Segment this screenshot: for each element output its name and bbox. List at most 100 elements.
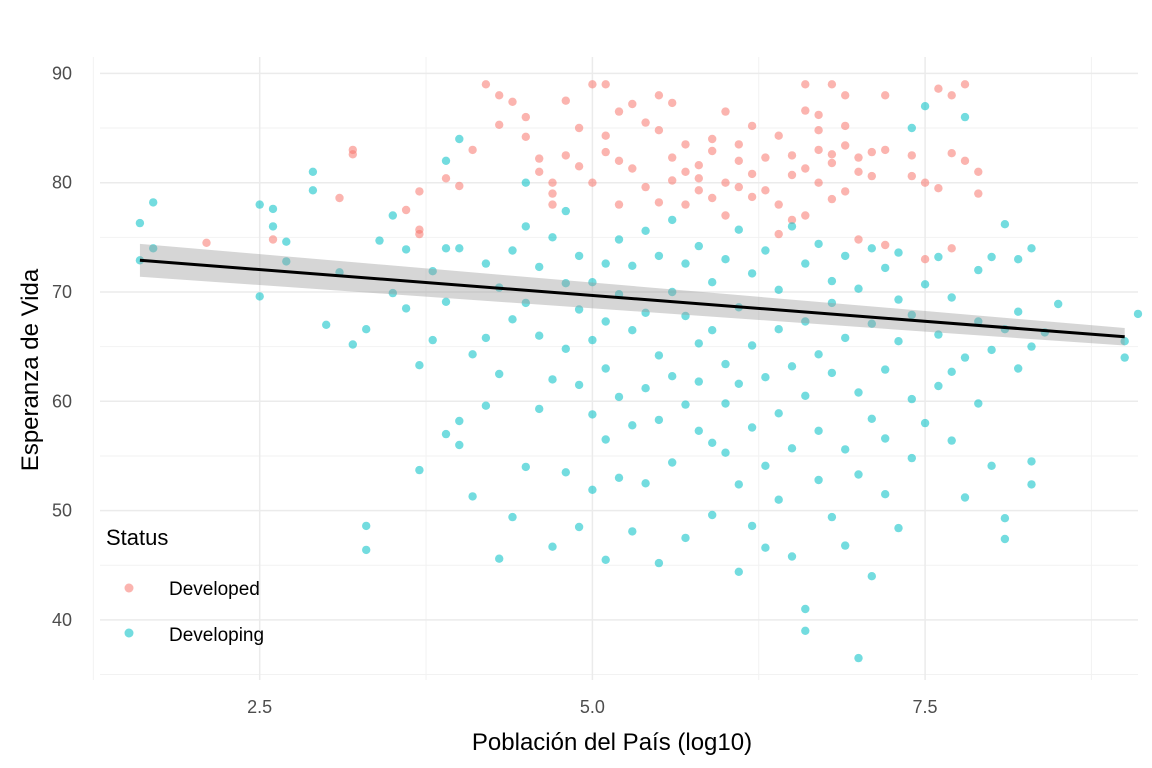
data-point-developing	[654, 351, 664, 360]
data-point-developed	[694, 186, 703, 195]
data-point-developed	[495, 91, 504, 100]
data-point-developing	[481, 401, 491, 410]
data-point-developed	[841, 91, 850, 100]
data-point-developed	[614, 200, 624, 209]
data-point-developed	[734, 156, 743, 165]
data-point-developing	[708, 510, 717, 520]
data-point-developing	[348, 340, 357, 349]
data-point-developing	[681, 400, 690, 409]
data-point-developing	[362, 521, 371, 531]
data-point-developing	[774, 325, 783, 334]
data-point-developing	[135, 256, 145, 265]
data-point-developed	[867, 147, 876, 157]
data-point-developed	[415, 187, 424, 196]
data-point-developed	[441, 174, 451, 183]
data-point-developing	[681, 311, 690, 321]
data-point-developing	[814, 426, 823, 435]
data-point-developing	[761, 373, 770, 382]
y-tick-label: 50	[52, 501, 72, 521]
data-point-developing	[654, 251, 664, 261]
data-point-developed	[947, 244, 956, 253]
data-point-developed	[202, 238, 211, 247]
y-tick-label: 40	[52, 610, 72, 630]
data-point-developed	[774, 229, 783, 239]
data-point-developing	[282, 257, 291, 266]
data-point-developed	[841, 187, 850, 196]
data-point-developing	[535, 331, 544, 340]
data-point-developed	[721, 211, 730, 220]
legend-title: Status	[106, 525, 168, 550]
data-point-developing	[841, 445, 850, 454]
data-point-developing	[747, 521, 757, 531]
data-point-developed	[761, 153, 770, 162]
data-point-developing	[854, 470, 863, 479]
x-tick-label: 7.5	[913, 697, 938, 717]
data-point-developing	[441, 429, 451, 439]
data-point-developing	[521, 222, 530, 231]
data-point-developing	[135, 218, 145, 228]
data-point-developed	[348, 150, 357, 159]
data-point-developing	[934, 381, 943, 391]
data-point-developed	[974, 189, 983, 198]
data-point-developing	[907, 453, 916, 463]
data-point-developed	[827, 194, 837, 204]
data-point-developed	[801, 106, 810, 115]
data-point-developing	[441, 156, 451, 165]
data-point-developing	[149, 198, 158, 207]
data-point-developing	[521, 298, 530, 308]
data-point-developed	[907, 151, 916, 160]
data-point-developing	[468, 492, 477, 501]
data-point-developed	[814, 178, 823, 187]
data-point-developed	[681, 167, 690, 176]
data-point-developing	[787, 444, 797, 453]
data-point-developing	[641, 226, 650, 235]
data-point-developed	[601, 80, 610, 89]
data-point-developed	[841, 141, 850, 150]
data-point-developing	[668, 215, 677, 225]
data-point-developing	[841, 333, 850, 343]
data-point-developing	[282, 237, 291, 246]
data-point-developing	[734, 567, 743, 576]
data-point-developing	[761, 461, 770, 470]
data-point-developing	[401, 245, 411, 254]
data-point-developed	[814, 126, 823, 135]
data-point-developing	[894, 337, 903, 346]
data-point-developing	[881, 490, 890, 499]
data-point-developing	[747, 423, 757, 432]
data-point-developing	[708, 438, 717, 447]
data-point-developing	[734, 379, 743, 388]
data-point-developed	[694, 174, 703, 183]
data-point-developed	[721, 107, 730, 116]
data-point-developing	[601, 555, 610, 564]
data-point-developing	[694, 377, 703, 386]
data-point-developing	[1027, 480, 1036, 489]
data-point-developing	[628, 527, 637, 536]
data-point-developing	[708, 278, 717, 287]
data-point-developed	[708, 193, 717, 203]
data-point-developed	[455, 181, 464, 191]
data-point-developing	[708, 326, 717, 335]
data-point-developed	[787, 215, 797, 225]
data-point-developed	[628, 99, 637, 109]
data-point-developing	[721, 448, 730, 457]
data-point-developing	[641, 479, 650, 488]
data-point-developed	[907, 171, 916, 181]
data-point-developing	[974, 317, 983, 326]
data-point-developing	[841, 251, 850, 261]
data-point-developed	[468, 145, 477, 155]
data-point-developing	[881, 263, 890, 273]
data-point-developed	[854, 167, 863, 176]
data-point-developing	[614, 392, 624, 402]
data-point-developed	[867, 171, 876, 181]
data-point-developing	[801, 626, 810, 635]
data-point-developed	[721, 178, 730, 187]
data-point-developing	[574, 380, 584, 390]
data-point-developing	[574, 251, 584, 261]
data-point-developed	[335, 193, 344, 203]
data-point-developing	[960, 112, 970, 122]
data-point-developing	[548, 233, 557, 242]
data-point-developing	[375, 236, 384, 245]
data-point-developed	[734, 140, 743, 149]
trend-line	[139, 258, 1125, 339]
data-point-developing	[574, 522, 584, 532]
